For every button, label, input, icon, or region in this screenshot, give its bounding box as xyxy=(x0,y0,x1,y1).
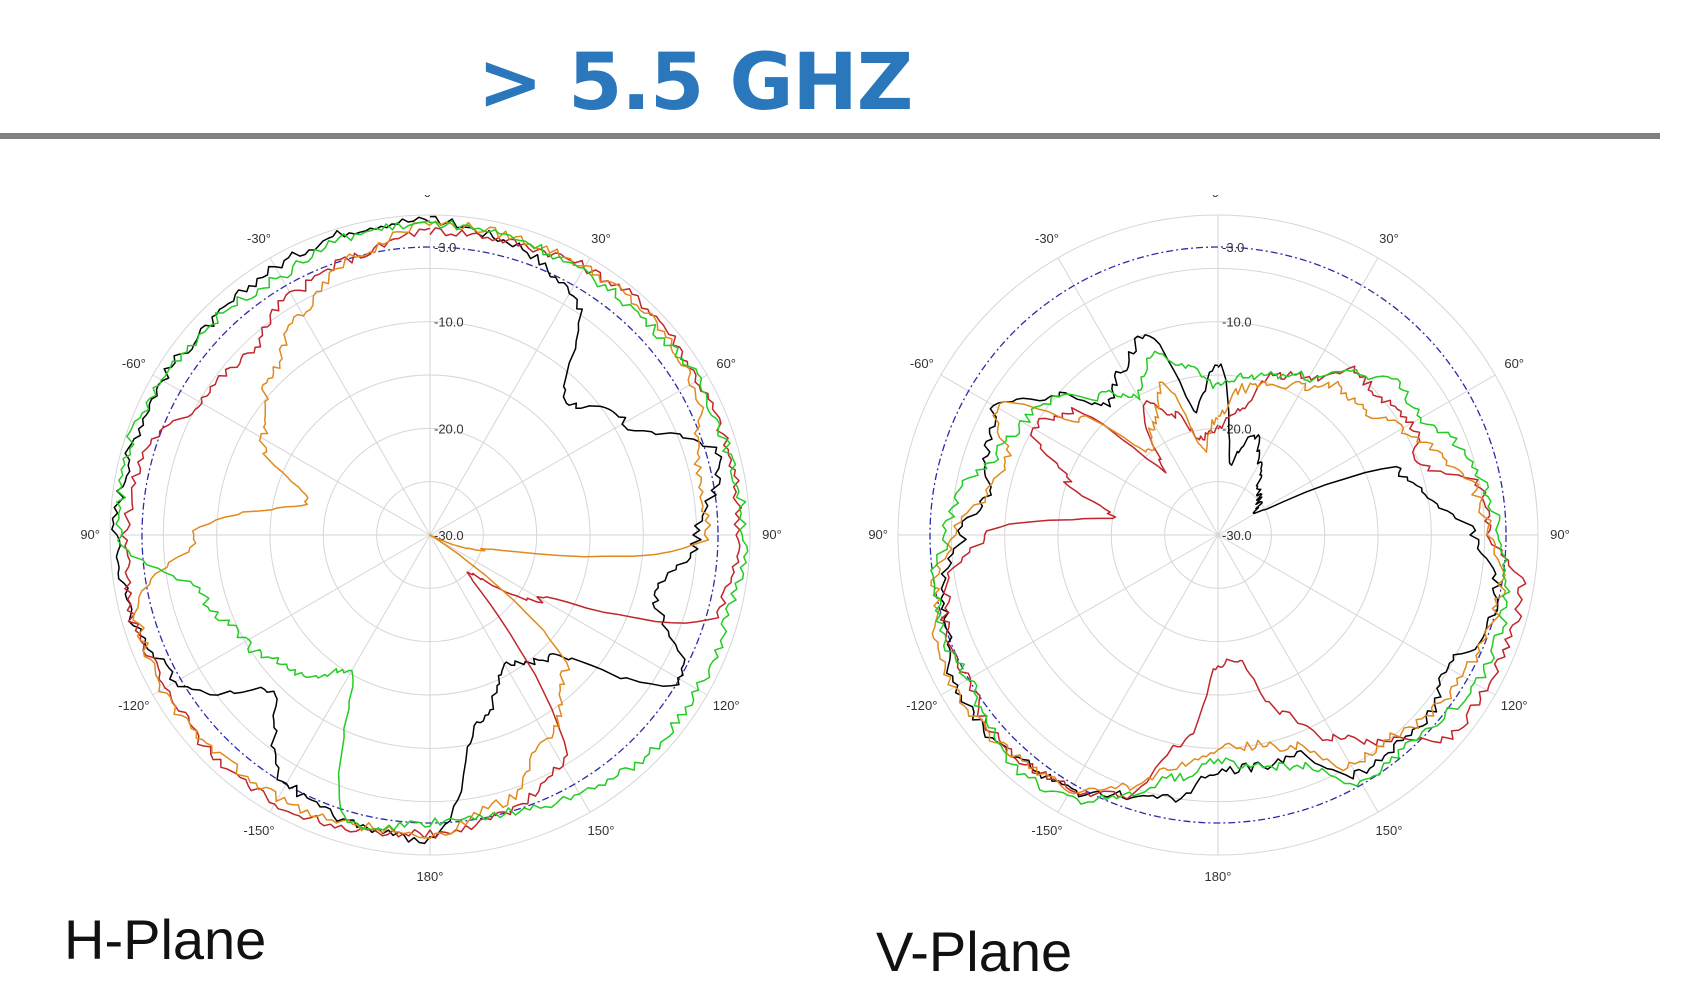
pattern-series-line xyxy=(930,350,1511,805)
angle-tick-label: 180° xyxy=(417,869,444,884)
angle-tick-label: -120° xyxy=(906,698,937,713)
grid-spoke xyxy=(152,534,431,696)
angle-tick-label: 120° xyxy=(713,698,740,713)
radial-tick-label: -3.0 xyxy=(1222,240,1244,255)
angle-tick-label: 30° xyxy=(591,231,611,246)
angle-tick-label: -30° xyxy=(1035,231,1059,246)
angle-tick-label: 120° xyxy=(1501,698,1528,713)
pattern-series-line xyxy=(120,227,743,839)
grid-spoke xyxy=(1217,257,1379,536)
angle-tick-label: -90° xyxy=(80,527,100,542)
angle-tick-label: 150° xyxy=(1376,823,1403,838)
grid-spoke xyxy=(1057,257,1219,536)
grid-spoke xyxy=(940,534,1219,696)
angle-tick-label: 90° xyxy=(1550,527,1570,542)
grid-spoke xyxy=(1057,534,1219,813)
grid-spoke xyxy=(1217,534,1379,813)
angle-tick-label: 0° xyxy=(1212,195,1224,200)
title-divider xyxy=(0,133,1660,139)
grid-spoke xyxy=(429,534,708,696)
grid-spoke xyxy=(269,257,431,536)
v-plane-polar-chart: 0° 30° 60° 90° 120° 150° 180° -150° -120° -90° -60… xyxy=(868,195,1570,884)
h-plane-label: H-Plane xyxy=(64,908,267,971)
grid-spoke xyxy=(429,374,708,536)
v-plane-label: V-Plane xyxy=(876,920,1073,983)
grid-spoke xyxy=(940,374,1219,536)
radial-tick-label: -20.0 xyxy=(434,421,464,436)
grid-spoke xyxy=(269,534,431,813)
angle-tick-label: 0° xyxy=(424,195,436,200)
pattern-series-line xyxy=(930,380,1507,795)
pattern-series-line xyxy=(940,334,1501,803)
angle-tick-label: -150° xyxy=(243,823,274,838)
angle-tick-label: -60° xyxy=(122,356,146,371)
angle-tick-label: 150° xyxy=(588,823,615,838)
grid-spoke xyxy=(429,534,591,813)
grid-spoke xyxy=(1217,534,1496,696)
grid-spoke xyxy=(429,257,591,536)
radial-tick-label: -10.0 xyxy=(1222,315,1252,330)
angle-tick-label: -150° xyxy=(1031,823,1062,838)
angle-tick-label: 90° xyxy=(762,527,782,542)
slide-title: > 5.5 GHZ xyxy=(477,38,914,128)
angle-tick-label: 60° xyxy=(716,356,736,371)
angle-tick-label: 60° xyxy=(1504,356,1524,371)
pattern-series-line xyxy=(111,215,723,845)
radial-tick-label: -3.0 xyxy=(434,240,456,255)
angle-tick-label: -120° xyxy=(118,698,149,713)
angle-tick-label: 30° xyxy=(1379,231,1399,246)
reference-circle xyxy=(141,246,719,824)
radial-tick-label: -30.0 xyxy=(1222,528,1252,543)
angle-tick-label: -90° xyxy=(868,527,888,542)
angle-tick-label: -30° xyxy=(247,231,271,246)
angle-tick-label: -60° xyxy=(910,356,934,371)
radial-tick-label: -10.0 xyxy=(434,315,464,330)
reference-circle xyxy=(929,246,1507,824)
pattern-series-line xyxy=(939,365,1527,800)
radial-tick-label: -30.0 xyxy=(434,528,464,543)
grid-spoke xyxy=(152,374,431,536)
angle-tick-label: 180° xyxy=(1205,869,1232,884)
radial-tick-label: -20.0 xyxy=(1222,421,1252,436)
grid-spoke xyxy=(1217,374,1496,536)
pattern-series-line xyxy=(132,220,712,840)
h-plane-polar-chart: 0° 30° 60° 90° 120° 150° 180° -150° -120° -90° -60… xyxy=(80,195,782,884)
pattern-series-line xyxy=(115,219,749,831)
